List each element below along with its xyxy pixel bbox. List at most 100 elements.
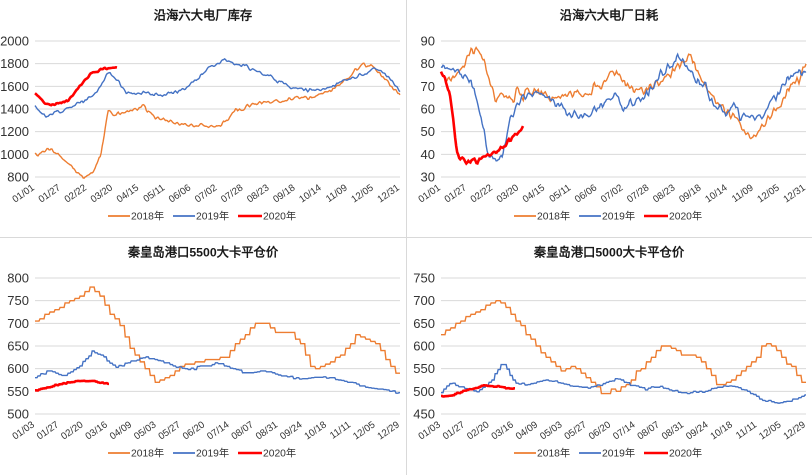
svg-text:05/11: 05/11 [547,182,573,205]
svg-text:750: 750 [7,293,29,308]
svg-text:2000: 2000 [0,34,29,49]
svg-text:06/20: 06/20 [587,419,614,442]
svg-text:800: 800 [7,271,29,286]
svg-text:11/11: 11/11 [734,419,759,441]
svg-text:12/05: 12/05 [351,419,377,442]
svg-text:1000: 1000 [0,147,29,162]
svg-text:12/31: 12/31 [782,182,808,205]
svg-text:05/27: 05/27 [563,419,589,442]
svg-text:2020年: 2020年 [669,210,702,223]
svg-text:01/27: 01/27 [443,182,469,205]
svg-text:12/05: 12/05 [757,419,783,442]
svg-text:450: 450 [413,407,435,422]
svg-text:09/18: 09/18 [271,182,297,205]
svg-text:01/27: 01/27 [441,419,467,442]
svg-text:秦皇岛港口5000大卡平仓价: 秦皇岛港口5000大卡平仓价 [533,245,685,260]
svg-text:07/28: 07/28 [219,182,245,205]
svg-text:90: 90 [421,34,435,49]
svg-text:08/07: 08/07 [230,419,256,442]
svg-text:1800: 1800 [0,56,29,71]
svg-text:07/02: 07/02 [193,182,219,205]
svg-text:30: 30 [421,170,435,185]
svg-text:2019年: 2019年 [196,447,229,460]
svg-text:03/16: 03/16 [490,419,516,442]
svg-text:1200: 1200 [0,124,29,139]
svg-text:04/09: 04/09 [514,419,540,442]
svg-text:08/31: 08/31 [660,419,686,442]
svg-text:10/18: 10/18 [303,419,329,442]
svg-text:沿海六大电厂日耗: 沿海六大电厂日耗 [559,8,659,23]
svg-text:550: 550 [7,384,29,399]
svg-text:12/29: 12/29 [376,419,402,442]
svg-text:06/06: 06/06 [573,182,599,205]
svg-text:04/09: 04/09 [108,419,134,442]
svg-text:09/24: 09/24 [278,419,305,442]
svg-text:600: 600 [7,361,29,376]
svg-text:60: 60 [421,102,435,117]
svg-text:50: 50 [421,124,435,139]
svg-text:2018年: 2018年 [537,447,570,460]
svg-text:06/20: 06/20 [181,419,208,442]
svg-text:2018年: 2018年 [131,447,164,460]
svg-text:12/05: 12/05 [755,182,781,205]
svg-text:秦皇岛港口5500大卡平仓价: 秦皇岛港口5500大卡平仓价 [127,245,279,260]
svg-text:01/01: 01/01 [417,182,443,205]
svg-text:06/06: 06/06 [167,182,193,205]
svg-text:70: 70 [421,79,435,94]
svg-text:650: 650 [413,316,435,331]
svg-text:02/22: 02/22 [469,182,495,205]
svg-text:2018年: 2018年 [131,210,164,223]
svg-text:03/20: 03/20 [495,182,522,205]
svg-text:01/01: 01/01 [11,182,37,205]
svg-text:01/03: 01/03 [11,419,37,442]
svg-text:2020年: 2020年 [263,447,296,460]
svg-text:11/11: 11/11 [328,419,353,441]
svg-text:750: 750 [413,271,435,286]
svg-text:02/20: 02/20 [465,419,492,442]
svg-text:2019年: 2019年 [602,210,635,223]
svg-text:01/03: 01/03 [417,419,443,442]
svg-text:10/14: 10/14 [297,182,324,205]
svg-text:04/15: 04/15 [521,182,547,205]
svg-text:600: 600 [413,339,435,354]
svg-text:500: 500 [413,384,435,399]
svg-text:11/09: 11/09 [730,182,756,205]
svg-text:80: 80 [421,56,435,71]
svg-text:550: 550 [413,361,435,376]
svg-text:10/14: 10/14 [703,182,730,205]
svg-text:700: 700 [413,293,435,308]
svg-text:04/15: 04/15 [115,182,141,205]
svg-text:12/05: 12/05 [349,182,375,205]
svg-text:800: 800 [7,170,29,185]
svg-text:11/09: 11/09 [324,182,350,205]
svg-text:2019年: 2019年 [196,210,229,223]
svg-text:09/18: 09/18 [677,182,703,205]
svg-text:10/18: 10/18 [709,419,735,442]
svg-text:1400: 1400 [0,102,29,117]
svg-text:07/14: 07/14 [205,419,232,442]
svg-text:08/31: 08/31 [254,419,280,442]
svg-text:09/24: 09/24 [684,419,711,442]
svg-text:12/31: 12/31 [376,182,402,205]
svg-text:2020年: 2020年 [263,210,296,223]
svg-text:沿海六大电厂库存: 沿海六大电厂库存 [153,8,253,23]
svg-text:05/11: 05/11 [141,182,167,205]
svg-text:650: 650 [7,339,29,354]
svg-text:1600: 1600 [0,79,29,94]
svg-text:02/22: 02/22 [63,182,89,205]
svg-text:40: 40 [421,147,435,162]
svg-text:07/14: 07/14 [611,419,638,442]
svg-text:2019年: 2019年 [602,447,635,460]
svg-text:05/27: 05/27 [157,419,183,442]
svg-text:08/07: 08/07 [636,419,662,442]
svg-text:01/27: 01/27 [35,419,61,442]
svg-text:01/27: 01/27 [37,182,63,205]
svg-text:07/02: 07/02 [599,182,625,205]
svg-text:03/16: 03/16 [84,419,110,442]
svg-text:700: 700 [7,316,29,331]
svg-text:02/20: 02/20 [59,419,86,442]
svg-text:05/03: 05/03 [132,419,158,442]
svg-text:500: 500 [7,407,29,422]
svg-text:2018年: 2018年 [537,210,570,223]
svg-text:07/28: 07/28 [625,182,651,205]
